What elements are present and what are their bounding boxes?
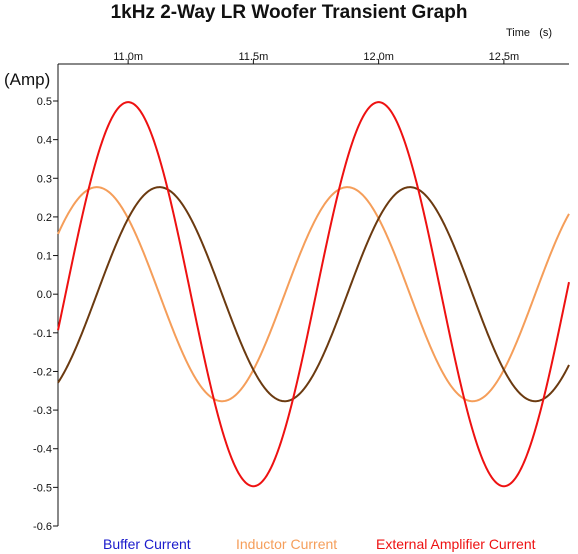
y-tick-label: 0.4 — [37, 135, 52, 147]
y-tick-label: -0.1 — [33, 328, 52, 340]
x-tick-label: 12.0m — [363, 51, 394, 63]
y-tick-label: 0.3 — [37, 173, 52, 185]
y-tick-label: 0.2 — [37, 212, 52, 224]
y-tick-label: -0.2 — [33, 366, 52, 378]
x-tick-label: 11.5m — [238, 51, 268, 63]
legend-buffer-current: Buffer Current — [103, 536, 191, 552]
series-line-inductor-current — [57, 186, 570, 403]
x-axis-name: Time — [506, 27, 531, 39]
y-tick-label: -0.3 — [33, 405, 52, 417]
y-tick-label: -0.6 — [33, 521, 52, 533]
y-tick-label: 0.0 — [37, 289, 52, 301]
chart-title: 1kHz 2-Way LR Woofer Transient Graph — [110, 2, 468, 23]
x-axis-unit: (s) — [539, 27, 553, 39]
y-tick-label: 0.1 — [37, 251, 52, 263]
series-line-external-amplifier-current — [57, 101, 570, 488]
x-tick-label: 12.5m — [489, 51, 520, 63]
x-tick-label: 11.0m — [113, 51, 143, 63]
axes — [53, 59, 569, 527]
x-axis-label: Time (s) — [506, 27, 552, 39]
y-axis-label: (Amp) — [4, 70, 51, 89]
tick-labels: -0.6 -0.5 -0.4 -0.3 -0.2 -0.1 0.0 0.1 0.2 0.3 0.4 0… — [33, 51, 519, 533]
y-tick-label: -0.4 — [33, 444, 52, 456]
series-line-unnamed — [57, 186, 570, 403]
plot-lines — [57, 101, 570, 488]
legend-inductor-current: Inductor Current — [236, 536, 338, 552]
y-tick-label: -0.5 — [33, 482, 52, 494]
y-tick-label: 0.5 — [37, 96, 52, 108]
legend-external-amplifier-current: External Amplifier Current — [376, 536, 536, 552]
